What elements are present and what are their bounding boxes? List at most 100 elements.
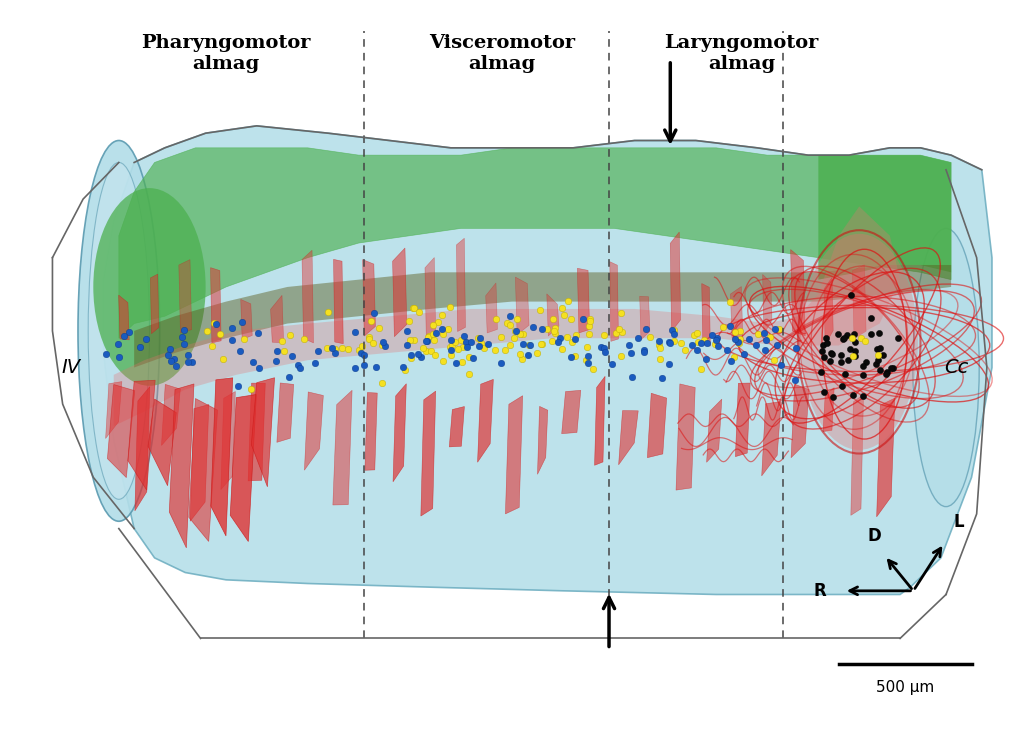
Polygon shape — [640, 296, 650, 340]
Polygon shape — [333, 390, 352, 505]
Point — [321, 306, 337, 318]
Point — [612, 350, 629, 362]
Point — [356, 349, 373, 361]
Polygon shape — [52, 514, 941, 639]
Point — [406, 302, 422, 314]
Point — [732, 333, 749, 345]
Point — [353, 340, 370, 351]
Point — [497, 345, 513, 356]
Point — [814, 345, 830, 357]
Point — [394, 361, 411, 373]
Point — [410, 348, 426, 359]
Point — [347, 362, 364, 373]
Point — [824, 391, 841, 403]
Point — [434, 309, 451, 321]
Point — [340, 343, 356, 355]
Point — [834, 356, 850, 368]
Point — [677, 344, 693, 356]
Point — [402, 349, 419, 361]
Point — [597, 347, 613, 359]
Point — [520, 340, 537, 351]
Point — [512, 348, 528, 359]
Point — [651, 335, 668, 347]
Point — [116, 330, 132, 342]
Point — [440, 323, 457, 335]
Point — [821, 356, 838, 368]
Point — [550, 337, 566, 348]
Point — [396, 364, 413, 376]
Point — [666, 328, 682, 340]
Point — [230, 380, 247, 392]
Point — [215, 354, 231, 365]
Point — [581, 328, 597, 340]
Point — [401, 334, 418, 346]
Polygon shape — [114, 207, 900, 426]
Point — [614, 326, 631, 338]
Point — [420, 331, 436, 343]
Point — [824, 348, 841, 360]
Point — [735, 348, 752, 360]
Polygon shape — [735, 383, 751, 456]
Polygon shape — [334, 259, 343, 344]
Point — [638, 323, 654, 335]
Point — [421, 330, 437, 342]
Point — [554, 302, 570, 314]
Point — [232, 345, 249, 357]
Point — [709, 332, 725, 344]
Polygon shape — [128, 380, 156, 490]
Text: IV: IV — [61, 358, 81, 377]
Point — [660, 358, 677, 370]
Point — [886, 362, 902, 374]
Point — [472, 332, 488, 344]
Point — [853, 332, 869, 344]
Point — [461, 368, 477, 379]
Point — [353, 347, 370, 359]
Point — [707, 337, 723, 349]
Ellipse shape — [78, 140, 160, 521]
Point — [574, 313, 591, 325]
Point — [563, 337, 580, 348]
Point — [507, 326, 523, 337]
Point — [723, 355, 739, 367]
Point — [274, 335, 291, 347]
Point — [869, 354, 886, 366]
Point — [869, 349, 886, 361]
Point — [580, 357, 596, 369]
Polygon shape — [676, 384, 695, 490]
Point — [206, 318, 222, 329]
Point — [651, 354, 668, 365]
Point — [307, 357, 324, 369]
Text: Cc: Cc — [944, 358, 969, 377]
Point — [731, 326, 748, 337]
Point — [162, 343, 178, 355]
Point — [673, 337, 689, 349]
Polygon shape — [211, 268, 221, 343]
Point — [593, 341, 609, 353]
Point — [699, 337, 716, 348]
Polygon shape — [538, 406, 548, 474]
Point — [508, 326, 524, 337]
Point — [539, 323, 555, 334]
Point — [356, 359, 373, 370]
Polygon shape — [618, 411, 638, 465]
Point — [585, 363, 601, 375]
Point — [512, 329, 528, 340]
Point — [499, 318, 515, 329]
Point — [519, 349, 536, 361]
Point — [243, 383, 259, 395]
Point — [837, 368, 853, 380]
Polygon shape — [792, 384, 809, 458]
Point — [845, 390, 861, 401]
Point — [563, 314, 580, 326]
Point — [514, 338, 530, 350]
Point — [642, 331, 658, 343]
Point — [878, 368, 894, 380]
Point — [398, 326, 415, 337]
Polygon shape — [851, 395, 863, 515]
Point — [160, 349, 176, 361]
Point — [815, 340, 831, 351]
Point — [558, 331, 574, 343]
Ellipse shape — [88, 162, 150, 499]
Point — [762, 331, 778, 343]
Point — [245, 356, 261, 368]
